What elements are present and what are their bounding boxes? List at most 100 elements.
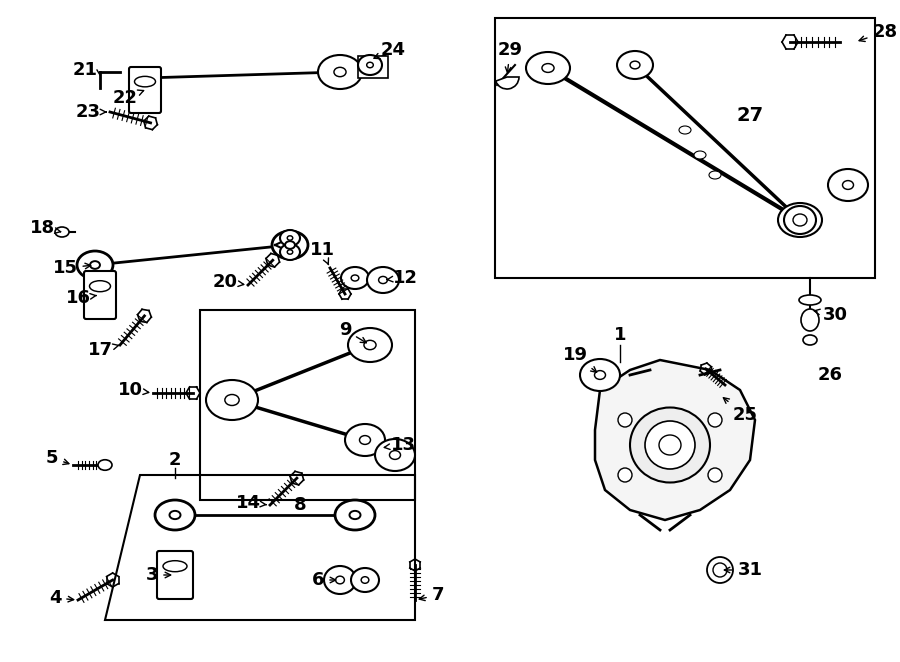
Text: 18: 18 xyxy=(30,219,60,237)
Ellipse shape xyxy=(334,68,346,77)
Text: 12: 12 xyxy=(387,269,418,287)
Ellipse shape xyxy=(794,215,806,224)
Text: 30: 30 xyxy=(814,306,848,324)
Ellipse shape xyxy=(694,151,706,159)
Ellipse shape xyxy=(98,459,112,470)
Ellipse shape xyxy=(828,169,868,201)
Text: 1: 1 xyxy=(614,326,626,344)
Ellipse shape xyxy=(55,227,69,237)
Text: 21: 21 xyxy=(73,61,97,79)
Ellipse shape xyxy=(280,230,300,246)
Text: 23: 23 xyxy=(76,103,106,121)
Ellipse shape xyxy=(335,500,375,530)
Ellipse shape xyxy=(225,395,239,406)
Ellipse shape xyxy=(778,203,822,237)
Ellipse shape xyxy=(287,250,292,254)
Text: 9: 9 xyxy=(338,321,366,343)
Ellipse shape xyxy=(163,561,187,572)
Text: 16: 16 xyxy=(66,289,96,307)
Ellipse shape xyxy=(617,51,653,79)
Text: 3: 3 xyxy=(146,566,171,584)
Text: 5: 5 xyxy=(46,449,69,467)
Circle shape xyxy=(618,413,632,427)
Text: 31: 31 xyxy=(724,561,762,579)
Ellipse shape xyxy=(285,241,295,249)
Bar xyxy=(200,310,415,500)
Ellipse shape xyxy=(341,267,369,289)
Ellipse shape xyxy=(390,451,400,459)
Ellipse shape xyxy=(364,340,376,350)
Bar xyxy=(358,56,388,78)
Ellipse shape xyxy=(801,309,819,331)
Text: 25: 25 xyxy=(724,398,758,424)
Ellipse shape xyxy=(630,61,640,69)
Text: 6: 6 xyxy=(311,571,336,589)
Ellipse shape xyxy=(351,275,359,281)
Ellipse shape xyxy=(799,295,821,305)
Text: 15: 15 xyxy=(52,259,91,277)
Ellipse shape xyxy=(842,181,853,189)
Ellipse shape xyxy=(272,231,308,259)
Ellipse shape xyxy=(709,171,721,179)
Circle shape xyxy=(713,563,727,577)
Text: 10: 10 xyxy=(118,381,148,399)
Text: 22: 22 xyxy=(112,89,144,107)
Ellipse shape xyxy=(77,251,113,279)
Ellipse shape xyxy=(324,566,356,594)
Ellipse shape xyxy=(361,577,369,583)
Ellipse shape xyxy=(366,62,373,68)
Ellipse shape xyxy=(595,371,606,379)
Ellipse shape xyxy=(580,359,620,391)
Circle shape xyxy=(707,557,733,583)
Text: 28: 28 xyxy=(860,23,897,42)
Ellipse shape xyxy=(134,76,156,87)
Ellipse shape xyxy=(155,500,195,530)
Ellipse shape xyxy=(90,261,100,269)
Ellipse shape xyxy=(280,244,300,260)
Text: 4: 4 xyxy=(49,589,74,607)
Text: 17: 17 xyxy=(87,341,119,359)
Ellipse shape xyxy=(542,64,554,72)
Ellipse shape xyxy=(89,281,111,292)
Ellipse shape xyxy=(375,439,415,471)
Ellipse shape xyxy=(358,55,382,75)
Ellipse shape xyxy=(318,55,362,89)
Circle shape xyxy=(708,413,722,427)
Ellipse shape xyxy=(793,214,807,226)
Bar xyxy=(495,18,875,278)
Ellipse shape xyxy=(679,126,691,134)
Ellipse shape xyxy=(349,511,361,519)
Ellipse shape xyxy=(351,568,379,592)
Ellipse shape xyxy=(526,52,570,84)
Ellipse shape xyxy=(803,335,817,345)
FancyBboxPatch shape xyxy=(129,67,161,113)
Text: 29: 29 xyxy=(498,41,523,73)
Text: 27: 27 xyxy=(736,105,763,124)
Ellipse shape xyxy=(645,421,695,469)
FancyBboxPatch shape xyxy=(157,551,193,599)
Text: 13: 13 xyxy=(384,436,416,454)
Text: 19: 19 xyxy=(562,346,597,372)
Text: 11: 11 xyxy=(310,241,335,265)
Ellipse shape xyxy=(367,267,399,293)
Polygon shape xyxy=(595,360,755,520)
Ellipse shape xyxy=(379,277,387,283)
Text: 8: 8 xyxy=(293,496,306,514)
Text: 20: 20 xyxy=(212,273,244,291)
Text: 24: 24 xyxy=(374,41,406,59)
Ellipse shape xyxy=(659,435,681,455)
Ellipse shape xyxy=(169,511,181,519)
Ellipse shape xyxy=(345,424,385,456)
Circle shape xyxy=(708,468,722,482)
Circle shape xyxy=(618,468,632,482)
FancyBboxPatch shape xyxy=(84,271,116,319)
Ellipse shape xyxy=(359,436,371,444)
Text: 26: 26 xyxy=(817,366,842,384)
Ellipse shape xyxy=(206,380,258,420)
Ellipse shape xyxy=(784,206,816,234)
Text: 7: 7 xyxy=(419,586,445,604)
Text: 14: 14 xyxy=(236,494,266,512)
Ellipse shape xyxy=(348,328,392,362)
Ellipse shape xyxy=(287,236,292,240)
Ellipse shape xyxy=(336,576,345,584)
